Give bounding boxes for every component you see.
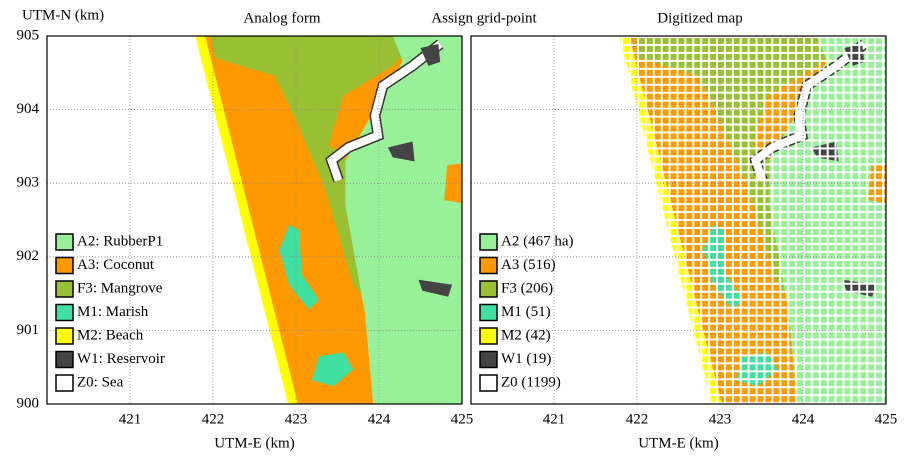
y-axis-label: UTM-N (km) <box>22 7 104 23</box>
legend-swatch <box>480 375 497 391</box>
legend-swatch <box>56 352 73 368</box>
legend-label: Z0 (1199) <box>501 374 561 390</box>
x-tick-label: 421 <box>543 411 566 427</box>
x-tick-label: 424 <box>792 411 815 427</box>
legend-swatch <box>56 258 73 274</box>
legend-swatch <box>480 258 497 274</box>
legend-swatch <box>56 375 73 391</box>
y-tick-label: 904 <box>17 101 40 117</box>
panel-title: Digitized map <box>657 10 742 26</box>
legend-swatch <box>56 305 73 321</box>
legend-swatch <box>56 328 73 344</box>
x-axis-label: UTM-E (km) <box>638 435 718 451</box>
x-tick-label: 422 <box>202 411 225 427</box>
x-tick-label: 424 <box>368 411 391 427</box>
legend-swatch <box>56 281 73 297</box>
panel-title: Analog form <box>243 10 320 26</box>
legend-label: M2: Beach <box>77 327 144 343</box>
x-tick-label: 422 <box>626 411 649 427</box>
legend-label: M2 (42) <box>501 327 551 343</box>
x-tick-label: 423 <box>709 411 732 427</box>
y-tick-label: 901 <box>17 322 40 338</box>
figure: UTM-N (km) Analog form Assign grid-point… <box>0 0 904 458</box>
legend-label: A2 (467 ha) <box>501 233 573 249</box>
legend-label: A2: RubberP1 <box>77 233 163 249</box>
map-panel <box>47 36 462 404</box>
legend-label: A3: Coconut <box>77 257 155 273</box>
legend-swatch <box>56 234 73 250</box>
legend-swatch <box>480 305 497 321</box>
legend-label: M1: Marish <box>77 304 149 320</box>
map-panel <box>471 36 886 404</box>
legend-label: W1: Reservoir <box>77 351 165 367</box>
legend-label: M1 (51) <box>501 304 551 320</box>
legend-swatch <box>480 352 497 368</box>
y-tick-label: 903 <box>17 175 40 191</box>
x-tick-label: 423 <box>285 411 308 427</box>
legend-swatch <box>480 328 497 344</box>
legend-label: F3: Mangrove <box>77 280 163 296</box>
y-tick-label: 900 <box>17 395 40 411</box>
y-tick-label: 905 <box>17 27 40 43</box>
y-tick-label: 902 <box>17 248 40 264</box>
legend-label: F3 (206) <box>501 280 553 296</box>
legend-swatch <box>480 281 497 297</box>
legend-label: W1 (19) <box>501 351 551 367</box>
x-tick-label: 425 <box>451 411 474 427</box>
x-axis-label: UTM-E (km) <box>214 435 294 451</box>
x-tick-label: 421 <box>119 411 142 427</box>
legend-swatch <box>480 234 497 250</box>
legend-label: A3 (516) <box>501 257 556 273</box>
legend-label: Z0: Sea <box>77 374 124 390</box>
panel-title: Assign grid-point <box>431 10 537 26</box>
x-tick-label: 425 <box>875 411 898 427</box>
